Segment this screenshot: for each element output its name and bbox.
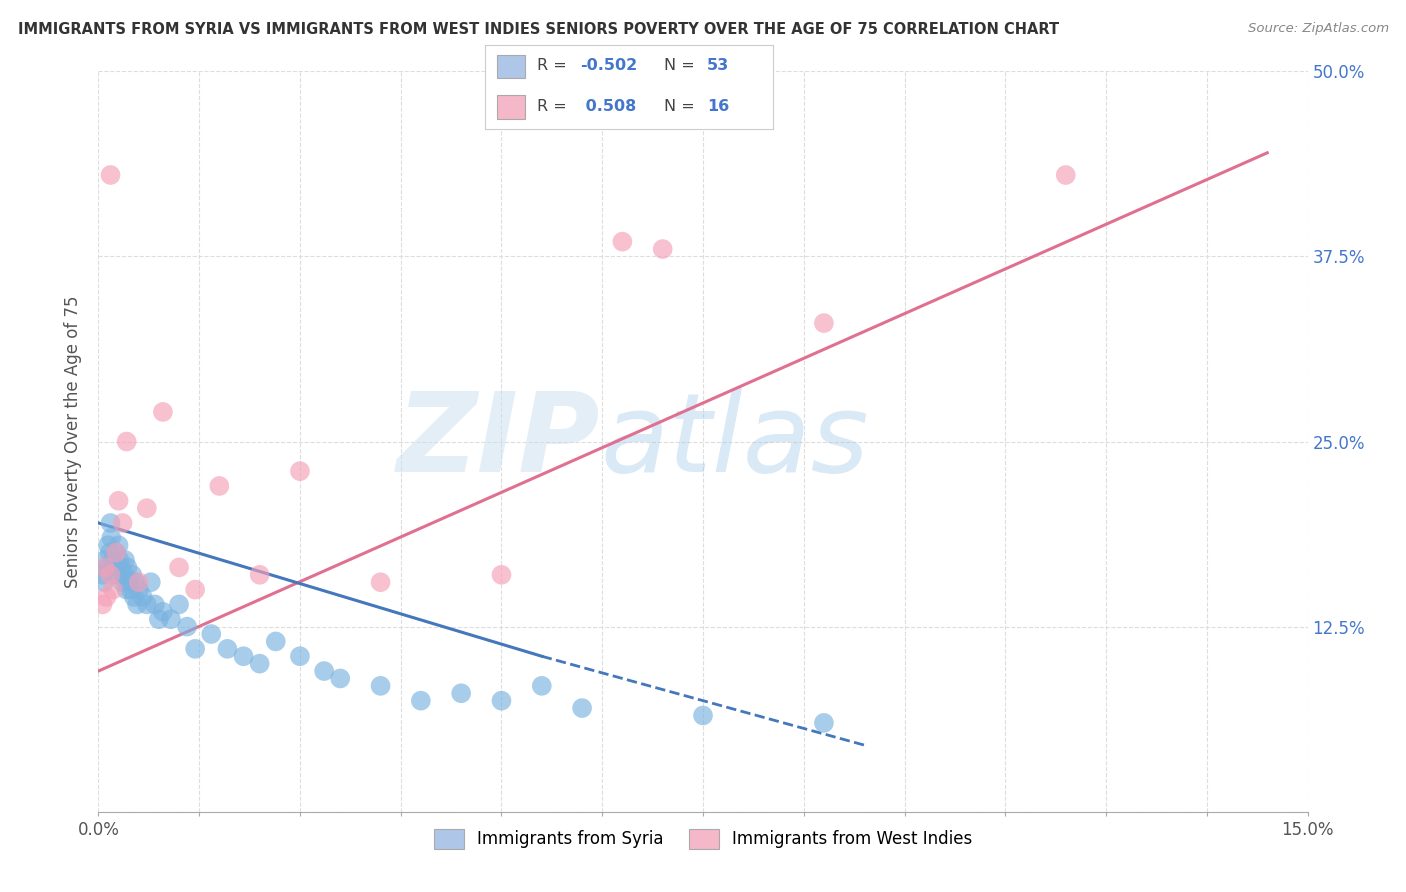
Point	[208, 479, 231, 493]
Point	[232, 649, 254, 664]
Text: atlas: atlas	[600, 388, 869, 495]
Point	[135, 598, 157, 612]
Point	[813, 715, 835, 730]
Text: N =: N =	[664, 58, 700, 73]
Y-axis label: Seniors Poverty Over the Age of 75: Seniors Poverty Over the Age of 75	[65, 295, 83, 588]
Point	[105, 546, 128, 560]
Point	[450, 686, 472, 700]
Point	[127, 598, 149, 612]
Point	[200, 627, 222, 641]
Point	[160, 612, 183, 626]
Text: R =: R =	[537, 99, 572, 114]
Point	[288, 464, 311, 478]
Point	[110, 560, 132, 574]
Point	[118, 575, 141, 590]
Point	[111, 516, 134, 530]
Point	[100, 567, 122, 582]
Point	[108, 553, 131, 567]
Point	[107, 493, 129, 508]
Point	[91, 598, 114, 612]
Point	[128, 582, 150, 597]
Point	[124, 575, 146, 590]
Point	[184, 641, 207, 656]
Point	[148, 612, 170, 626]
Point	[139, 575, 162, 590]
Text: R =: R =	[537, 58, 572, 73]
Point	[612, 235, 634, 249]
Text: IMMIGRANTS FROM SYRIA VS IMMIGRANTS FROM WEST INDIES SENIORS POVERTY OVER THE AG: IMMIGRANTS FROM SYRIA VS IMMIGRANTS FROM…	[18, 22, 1059, 37]
Point	[530, 679, 553, 693]
Point	[176, 619, 198, 633]
Point	[107, 538, 129, 552]
Point	[264, 634, 287, 648]
Point	[217, 641, 239, 656]
Point	[314, 664, 336, 678]
Point	[132, 590, 155, 604]
Point	[122, 590, 145, 604]
Point	[249, 567, 271, 582]
Point	[100, 516, 122, 530]
Point	[101, 553, 124, 567]
Text: Source: ZipAtlas.com: Source: ZipAtlas.com	[1249, 22, 1389, 36]
Point	[94, 553, 117, 567]
Point	[152, 405, 174, 419]
Point	[491, 567, 513, 582]
Point	[100, 531, 122, 545]
Point	[651, 242, 673, 256]
Point	[152, 605, 174, 619]
Text: 53: 53	[707, 58, 730, 73]
Point	[120, 582, 142, 597]
Point	[103, 560, 125, 574]
Point	[96, 560, 118, 574]
Point	[111, 575, 134, 590]
Point	[107, 567, 129, 582]
Point	[370, 679, 392, 693]
Point	[143, 598, 166, 612]
Point	[112, 567, 135, 582]
Point	[692, 708, 714, 723]
Point	[249, 657, 271, 671]
Point	[370, 575, 392, 590]
Text: -0.502: -0.502	[581, 58, 637, 73]
Text: ZIP: ZIP	[396, 388, 600, 495]
Point	[96, 590, 118, 604]
Point	[491, 694, 513, 708]
Point	[117, 560, 139, 574]
Bar	[496, 54, 526, 78]
Point	[571, 701, 593, 715]
Point	[813, 316, 835, 330]
Point	[101, 582, 124, 597]
Legend: Immigrants from Syria, Immigrants from West Indies: Immigrants from Syria, Immigrants from W…	[427, 822, 979, 855]
Point	[115, 582, 138, 597]
Text: N =: N =	[664, 99, 700, 114]
Point	[1054, 168, 1077, 182]
Point	[91, 567, 114, 582]
Point	[121, 567, 143, 582]
Point	[409, 694, 432, 708]
Text: 0.508: 0.508	[581, 99, 637, 114]
Point	[100, 168, 122, 182]
Point	[167, 598, 190, 612]
Point	[93, 575, 115, 590]
Point	[94, 560, 117, 574]
Point	[329, 672, 352, 686]
Point	[184, 582, 207, 597]
Point	[135, 501, 157, 516]
Bar	[496, 95, 526, 120]
Point	[115, 434, 138, 449]
Point	[114, 553, 136, 567]
Point	[167, 560, 190, 574]
Point	[97, 538, 120, 552]
Point	[288, 649, 311, 664]
Point	[98, 546, 121, 560]
Text: 16: 16	[707, 99, 730, 114]
Point	[128, 575, 150, 590]
Point	[105, 546, 128, 560]
